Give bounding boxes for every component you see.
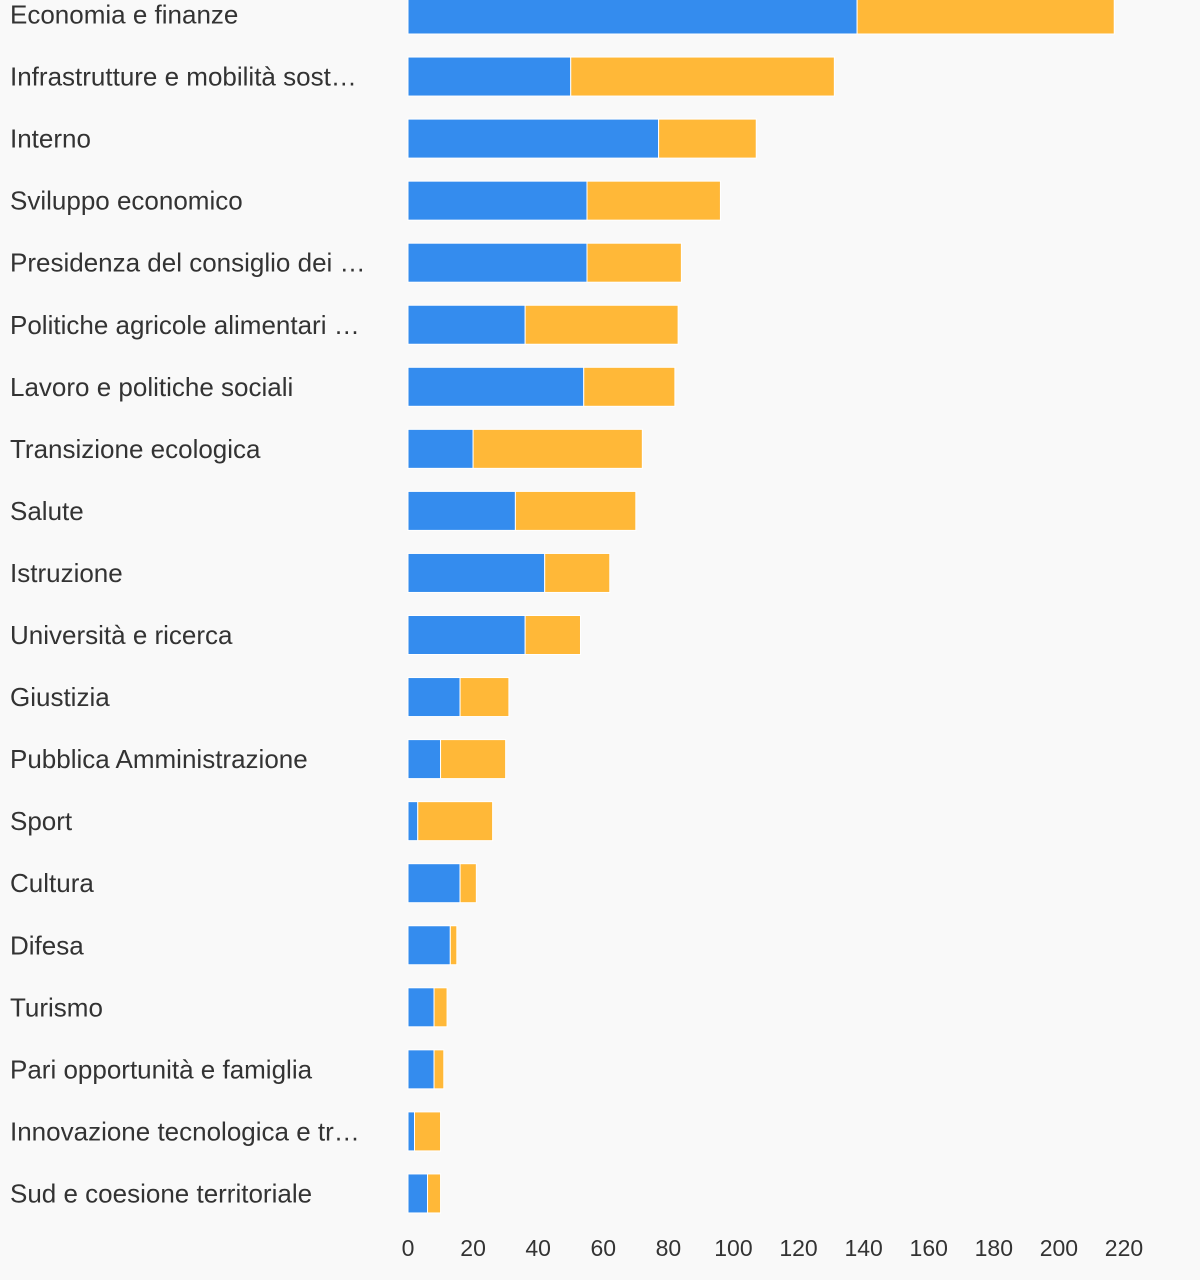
bar-segment-series-1[interactable] (407, 304, 526, 345)
bar-segment-series-2[interactable] (433, 1049, 445, 1090)
bar-segment-series-2[interactable] (414, 1111, 442, 1152)
x-tick-label: 80 (656, 1235, 682, 1261)
category-label: Economia e finanze (10, 0, 238, 30)
bar-segment-series-1[interactable] (407, 801, 419, 842)
bar-segment-series-1[interactable] (407, 56, 572, 97)
category-label: Innovazione tecnologica e tr… (10, 1116, 360, 1146)
category-label: Transizione ecologica (10, 434, 261, 464)
x-tick-label: 100 (714, 1235, 752, 1261)
x-tick-label: 40 (525, 1235, 551, 1261)
category-label: Pari opportunità e famiglia (10, 1054, 313, 1084)
bar-segment-series-1[interactable] (407, 366, 585, 407)
category-label: Politiche agricole alimentari … (10, 310, 360, 340)
bar-segment-series-2[interactable] (856, 0, 1115, 35)
bar-segment-series-2[interactable] (570, 56, 835, 97)
bar-segment-series-1[interactable] (407, 242, 588, 283)
category-label: Turismo (10, 992, 103, 1022)
x-tick-label: 180 (975, 1235, 1013, 1261)
x-tick-label: 120 (779, 1235, 817, 1261)
x-tick-label: 220 (1105, 1235, 1143, 1261)
bar-segment-series-1[interactable] (407, 552, 546, 593)
x-tick-label: 0 (402, 1235, 415, 1261)
bar-segment-series-1[interactable] (407, 180, 588, 221)
bars (407, 0, 1115, 1214)
bar-segment-series-1[interactable] (407, 925, 451, 966)
bar-segment-series-1[interactable] (407, 615, 526, 655)
bar-segment-series-2[interactable] (433, 987, 448, 1028)
bar-segment-series-1[interactable] (407, 118, 660, 159)
category-label: Presidenza del consiglio dei … (10, 248, 366, 278)
category-label: Istruzione (10, 558, 123, 588)
bar-segment-series-2[interactable] (427, 1173, 442, 1214)
category-label: Sport (10, 806, 73, 836)
category-label: Infrastrutture e mobilità sost… (10, 62, 357, 92)
category-label: Interno (10, 124, 91, 154)
category-label: Pubblica Amministrazione (10, 744, 308, 774)
bar-segment-series-2[interactable] (472, 428, 643, 469)
x-tick-label: 140 (844, 1235, 882, 1261)
bar-segment-series-2[interactable] (459, 863, 477, 904)
bar-segment-series-2[interactable] (524, 304, 679, 345)
category-label: Cultura (10, 868, 94, 898)
bar-segment-series-1[interactable] (407, 428, 474, 469)
bar-segment-series-2[interactable] (440, 739, 507, 780)
bar-segment-series-2[interactable] (524, 615, 581, 655)
category-label: Giustizia (10, 682, 110, 712)
bar-segment-series-1[interactable] (407, 1173, 429, 1214)
bar-segment-series-1[interactable] (407, 739, 442, 780)
bar-segment-series-1[interactable] (407, 490, 516, 531)
bar-segment-series-1[interactable] (407, 0, 858, 35)
bar-segment-series-2[interactable] (459, 677, 510, 718)
x-tick-label: 20 (460, 1235, 486, 1261)
bar-segment-series-2[interactable] (417, 801, 494, 842)
bar-segment-series-2[interactable] (658, 118, 757, 159)
category-label: Sviluppo economico (10, 186, 243, 216)
category-label: Sud e coesione territoriale (10, 1178, 312, 1208)
bar-segment-series-2[interactable] (449, 925, 458, 966)
bar-segment-series-2[interactable] (583, 366, 676, 407)
bar-segment-series-1[interactable] (407, 863, 461, 904)
x-axis-ticks: 0 20 40 60 80 100 120 140 160 180 200 220 (402, 1235, 1144, 1261)
category-label: Difesa (10, 930, 84, 960)
category-label: Università e ricerca (10, 620, 233, 650)
bar-segment-series-2[interactable] (544, 552, 611, 593)
x-tick-label: 160 (910, 1235, 948, 1261)
x-tick-label: 200 (1040, 1235, 1078, 1261)
x-tick-label: 60 (590, 1235, 616, 1261)
bar-segment-series-1[interactable] (407, 987, 435, 1028)
bar-segment-series-2[interactable] (514, 490, 637, 531)
bar-segment-series-2[interactable] (586, 180, 721, 221)
category-label: Lavoro e politiche sociali (10, 372, 293, 402)
bar-segment-series-2[interactable] (586, 242, 682, 283)
category-labels: Economia e finanze Infrastrutture e mobil… (10, 0, 366, 1208)
bar-segment-series-1[interactable] (407, 677, 461, 718)
bar-segment-series-1[interactable] (407, 1111, 416, 1152)
category-label: Salute (10, 496, 84, 526)
bar-segment-series-1[interactable] (407, 1049, 435, 1090)
